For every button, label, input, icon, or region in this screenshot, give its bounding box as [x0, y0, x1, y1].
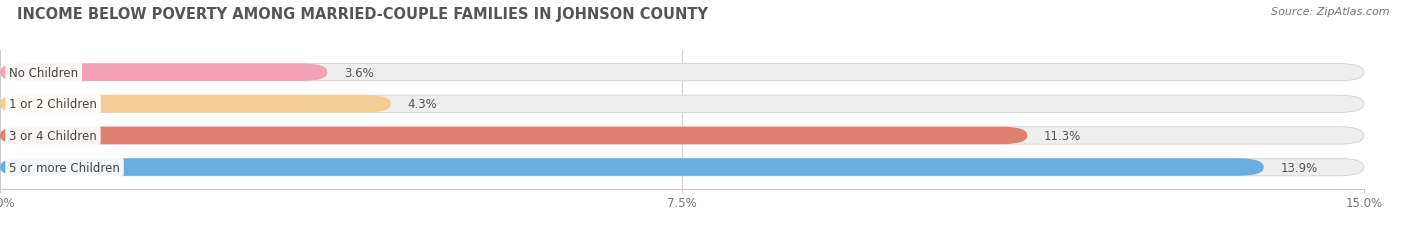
FancyBboxPatch shape	[0, 64, 328, 82]
FancyBboxPatch shape	[0, 127, 1364, 145]
FancyBboxPatch shape	[0, 96, 391, 113]
FancyBboxPatch shape	[0, 127, 1028, 145]
Text: Source: ZipAtlas.com: Source: ZipAtlas.com	[1271, 7, 1389, 17]
Text: INCOME BELOW POVERTY AMONG MARRIED-COUPLE FAMILIES IN JOHNSON COUNTY: INCOME BELOW POVERTY AMONG MARRIED-COUPL…	[17, 7, 707, 22]
Text: 13.9%: 13.9%	[1281, 161, 1317, 174]
FancyBboxPatch shape	[0, 159, 1364, 176]
FancyBboxPatch shape	[0, 159, 1264, 176]
FancyBboxPatch shape	[0, 64, 1364, 82]
Text: No Children: No Children	[8, 66, 79, 79]
Text: 4.3%: 4.3%	[408, 98, 437, 111]
Text: 3.6%: 3.6%	[343, 66, 374, 79]
Text: 5 or more Children: 5 or more Children	[8, 161, 120, 174]
Text: 3 or 4 Children: 3 or 4 Children	[8, 129, 97, 142]
Text: 11.3%: 11.3%	[1043, 129, 1081, 142]
Text: 1 or 2 Children: 1 or 2 Children	[8, 98, 97, 111]
FancyBboxPatch shape	[0, 96, 1364, 113]
